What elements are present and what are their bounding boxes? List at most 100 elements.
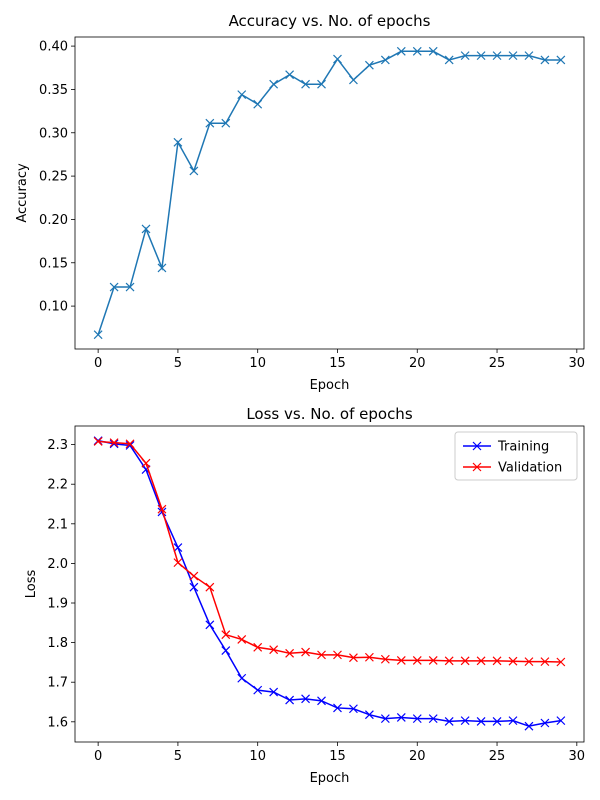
validation-point bbox=[157, 504, 167, 514]
training-point bbox=[333, 703, 342, 713]
accuracy-point bbox=[349, 75, 358, 85]
x-tick-label: 15 bbox=[329, 749, 346, 764]
validation-point bbox=[269, 645, 279, 655]
accuracy-point bbox=[125, 282, 135, 292]
x-tick-label: 30 bbox=[569, 356, 586, 371]
y-tick-label: 1.6 bbox=[47, 715, 68, 730]
validation-point bbox=[492, 656, 502, 666]
validation-point bbox=[460, 656, 470, 666]
validation-series-line bbox=[98, 440, 561, 663]
validation-point bbox=[412, 656, 422, 665]
x-axis-label: Epoch bbox=[310, 378, 350, 393]
accuracy-point bbox=[173, 137, 183, 147]
training-point bbox=[157, 507, 167, 517]
accuracy-point bbox=[157, 263, 167, 273]
training-point bbox=[237, 673, 247, 683]
validation-point bbox=[317, 650, 326, 660]
accuracy-point bbox=[237, 90, 247, 100]
accuracy-point bbox=[205, 118, 215, 128]
x-tick-label: 30 bbox=[569, 749, 586, 764]
validation-point bbox=[205, 582, 215, 592]
y-tick-label: 0.40 bbox=[39, 40, 68, 55]
y-tick-label: 2.1 bbox=[47, 517, 68, 532]
training-point bbox=[205, 620, 215, 630]
validation-point bbox=[556, 657, 566, 667]
validation-point bbox=[476, 656, 486, 666]
training-point bbox=[173, 543, 183, 552]
accuracy-point bbox=[364, 60, 374, 70]
y-tick-label: 0.25 bbox=[39, 170, 68, 185]
accuracy-point bbox=[285, 70, 295, 80]
x-axis-label: Epoch bbox=[310, 771, 350, 786]
validation-point bbox=[253, 642, 263, 652]
training-point bbox=[189, 582, 199, 592]
validation-point bbox=[333, 650, 342, 660]
validation-point bbox=[221, 630, 231, 640]
accuracy-point bbox=[269, 79, 279, 89]
training-legend-marker bbox=[472, 441, 482, 451]
validation-point bbox=[301, 647, 310, 657]
x-tick-label: 5 bbox=[174, 356, 182, 371]
training-point bbox=[269, 687, 279, 697]
x-tick-label: 10 bbox=[249, 356, 266, 371]
accuracy-point bbox=[412, 46, 422, 56]
accuracy-point bbox=[476, 51, 486, 61]
y-tick-label: 0.30 bbox=[39, 126, 68, 141]
training-point bbox=[556, 716, 566, 726]
accuracy-point bbox=[221, 118, 231, 128]
accuracy-point bbox=[444, 55, 454, 65]
accuracy-point bbox=[524, 51, 534, 61]
y-tick-label: 2.2 bbox=[47, 478, 68, 493]
training-point bbox=[221, 646, 231, 655]
accuracy-point bbox=[396, 46, 406, 56]
training-legend-label: Training bbox=[497, 440, 549, 455]
validation-point bbox=[285, 648, 295, 658]
validation-legend-label: Validation bbox=[498, 461, 562, 476]
validation-point bbox=[540, 657, 550, 667]
validation-point bbox=[380, 654, 390, 664]
accuracy-point bbox=[317, 79, 326, 89]
validation-point bbox=[349, 653, 358, 663]
accuracy-point bbox=[189, 166, 199, 176]
training-point bbox=[364, 710, 374, 720]
accuracy-point bbox=[301, 79, 310, 89]
validation-point bbox=[237, 635, 247, 644]
axes-frame bbox=[74, 425, 585, 743]
validation-point bbox=[364, 652, 374, 662]
training-point bbox=[380, 714, 390, 724]
y-tick-label: 0.35 bbox=[39, 83, 68, 98]
y-tick-label: 0.15 bbox=[39, 256, 68, 271]
validation-point bbox=[189, 571, 199, 581]
training-series-line bbox=[97, 439, 561, 727]
validation-point bbox=[396, 656, 406, 665]
accuracy-point bbox=[540, 55, 550, 65]
accuracy-point bbox=[141, 224, 151, 234]
validation-point bbox=[524, 657, 534, 667]
training-point bbox=[317, 696, 326, 706]
x-tick-label: 20 bbox=[409, 749, 426, 764]
accuracy-point bbox=[556, 55, 566, 65]
training-point bbox=[524, 721, 534, 731]
training-point bbox=[396, 713, 406, 722]
training-point bbox=[253, 685, 263, 695]
chart-title: Loss vs. No. of epochs bbox=[246, 405, 412, 423]
training-point bbox=[349, 704, 358, 714]
accuracy-chart: Accuracy vs. No. of epochs 0 5 10 15 20 25 30 0.… bbox=[15, 12, 585, 393]
validation-point bbox=[444, 656, 454, 666]
training-point bbox=[476, 716, 486, 726]
training-point bbox=[508, 716, 518, 726]
accuracy-point bbox=[93, 330, 103, 340]
training-point bbox=[285, 695, 295, 705]
y-tick-label: 0.10 bbox=[39, 300, 68, 315]
x-tick-label: 10 bbox=[249, 749, 266, 764]
training-point bbox=[492, 716, 502, 726]
x-tick-label: 15 bbox=[329, 356, 346, 371]
training-point bbox=[301, 694, 310, 704]
training-point bbox=[444, 716, 454, 726]
y-tick-label: 2.0 bbox=[47, 557, 68, 572]
training-point bbox=[540, 718, 550, 728]
x-tick-label: 0 bbox=[94, 356, 102, 371]
validation-point bbox=[93, 437, 103, 446]
y-tick-label: 1.9 bbox=[47, 597, 68, 612]
